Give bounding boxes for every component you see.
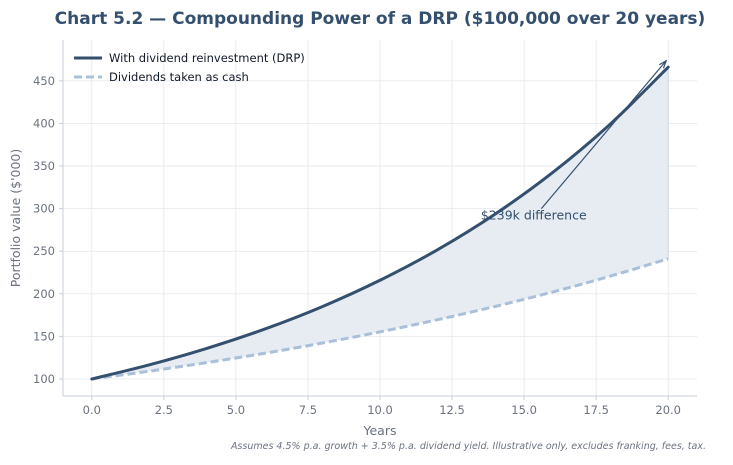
series-line-drp [90, 65, 670, 381]
x-tick-label: 15.0 [511, 403, 537, 417]
y-tick-label: 200 [33, 287, 55, 301]
y-tick-label: 100 [33, 372, 55, 386]
annotation: $239k difference [481, 59, 668, 223]
x-tick-label: 5.0 [227, 403, 245, 417]
footnote: Assumes 4.5% p.a. growth + 3.5% p.a. div… [230, 441, 706, 452]
fill-between-area [91, 67, 669, 379]
y-axis-label: Portfolio value ($'000) [8, 149, 23, 288]
legend-label-drp: With dividend reinvestment (DRP) [109, 51, 305, 65]
legend: With dividend reinvestment (DRP) Dividend… [74, 51, 305, 84]
x-tick-label: 0.0 [83, 403, 101, 417]
series-lines [90, 65, 670, 381]
annotation-arrow [540, 60, 667, 210]
y-axis-ticks: 100 150 200 250 300 350 400 450 [33, 74, 63, 386]
y-tick-label: 300 [33, 202, 55, 216]
y-tick-label: 150 [33, 329, 55, 343]
legend-label-cash: Dividends taken as cash [109, 70, 249, 84]
x-axis-ticks: 0.0 2.5 5.0 7.5 10.0 12.5 15.0 17.5 20.0 [83, 396, 681, 417]
x-tick-label: 20.0 [655, 403, 681, 417]
annotation-arrowhead [658, 59, 668, 69]
y-tick-label: 350 [33, 159, 55, 173]
y-tick-label: 250 [33, 244, 55, 258]
x-tick-label: 12.5 [439, 403, 465, 417]
x-tick-label: 10.0 [367, 403, 393, 417]
x-axis-label: Years [363, 423, 397, 438]
x-tick-label: 7.5 [299, 403, 317, 417]
x-tick-label: 17.5 [583, 403, 609, 417]
annotation-label: $239k difference [481, 208, 587, 223]
y-tick-label: 400 [33, 116, 55, 130]
series-line-cash [91, 257, 669, 381]
y-tick-label: 450 [33, 74, 55, 88]
x-tick-label: 2.5 [155, 403, 173, 417]
difference-area [91, 67, 669, 379]
chart-title: Chart 5.2 — Compounding Power of a DRP (… [55, 9, 706, 29]
